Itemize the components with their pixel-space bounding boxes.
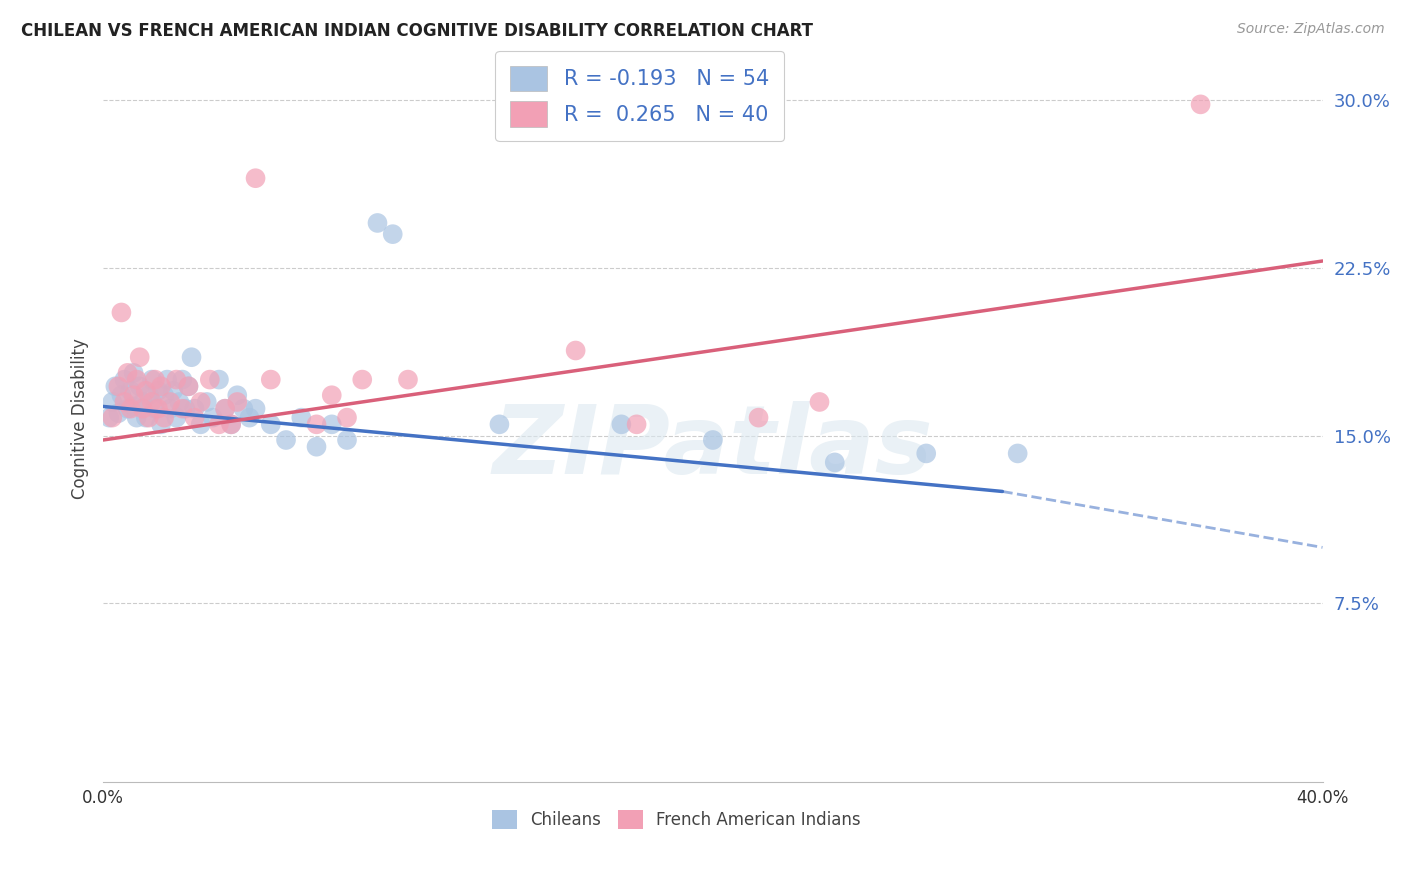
Point — [159, 401, 181, 416]
Point — [165, 410, 187, 425]
Point — [172, 401, 194, 416]
Point — [159, 395, 181, 409]
Text: CHILEAN VS FRENCH AMERICAN INDIAN COGNITIVE DISABILITY CORRELATION CHART: CHILEAN VS FRENCH AMERICAN INDIAN COGNIT… — [21, 22, 813, 40]
Point — [245, 401, 267, 416]
Point — [208, 373, 231, 387]
Point — [146, 401, 169, 416]
Point — [808, 395, 831, 409]
Point — [190, 395, 212, 409]
Point — [626, 417, 648, 432]
Point — [366, 216, 388, 230]
Point — [180, 350, 202, 364]
Point — [138, 388, 160, 402]
Point — [274, 433, 297, 447]
Point — [352, 373, 374, 387]
Point — [321, 417, 343, 432]
Point — [138, 410, 160, 425]
Point — [146, 384, 169, 398]
Point — [195, 395, 218, 409]
Point — [208, 417, 231, 432]
Y-axis label: Cognitive Disability: Cognitive Disability — [72, 338, 89, 500]
Legend: Chileans, French American Indians: Chileans, French American Indians — [485, 804, 868, 836]
Point — [198, 373, 221, 387]
Text: ZIPatlas: ZIPatlas — [492, 401, 934, 494]
Point — [122, 388, 145, 402]
Point — [260, 417, 283, 432]
Point — [381, 227, 404, 241]
Point — [172, 373, 194, 387]
Point — [122, 400, 145, 414]
Point — [245, 171, 267, 186]
Point — [238, 410, 260, 425]
Point — [120, 384, 142, 398]
Point — [117, 401, 139, 416]
Point — [174, 401, 197, 416]
Point — [117, 366, 139, 380]
Point — [150, 379, 173, 393]
Point — [150, 417, 173, 432]
Point — [336, 410, 359, 425]
Point — [564, 343, 586, 358]
Point — [135, 384, 157, 398]
Point — [214, 401, 236, 416]
Point — [702, 433, 724, 447]
Point — [488, 417, 510, 432]
Point — [1007, 446, 1029, 460]
Point — [226, 388, 249, 402]
Point — [232, 401, 254, 416]
Point — [128, 350, 150, 364]
Point — [219, 417, 242, 432]
Point — [748, 410, 770, 425]
Point — [125, 373, 148, 387]
Point — [156, 373, 179, 387]
Point — [141, 373, 163, 387]
Point — [135, 410, 157, 425]
Point — [101, 395, 124, 409]
Point — [107, 379, 129, 393]
Point — [610, 417, 633, 432]
Point — [305, 440, 328, 454]
Point — [98, 410, 121, 425]
Point — [125, 410, 148, 425]
Point — [162, 384, 184, 398]
Point — [143, 401, 166, 416]
Point — [128, 379, 150, 393]
Point — [122, 366, 145, 380]
Point — [107, 406, 129, 420]
Point — [214, 401, 236, 416]
Point — [132, 401, 155, 416]
Point — [120, 401, 142, 416]
Point — [290, 410, 312, 425]
Point — [824, 455, 846, 469]
Point — [219, 417, 242, 432]
Point — [165, 373, 187, 387]
Point — [153, 388, 176, 402]
Point — [305, 417, 328, 432]
Point — [114, 373, 136, 387]
Point — [201, 410, 224, 425]
Point — [104, 379, 127, 393]
Point — [396, 373, 419, 387]
Point — [153, 410, 176, 425]
Point — [1189, 97, 1212, 112]
Point — [260, 373, 283, 387]
Point — [169, 395, 191, 409]
Point — [132, 395, 155, 409]
Point — [101, 410, 124, 425]
Point — [177, 379, 200, 393]
Point — [915, 446, 938, 460]
Point — [336, 433, 359, 447]
Point — [141, 395, 163, 409]
Point — [114, 395, 136, 409]
Point — [110, 388, 132, 402]
Point — [183, 401, 205, 416]
Text: Source: ZipAtlas.com: Source: ZipAtlas.com — [1237, 22, 1385, 37]
Point — [183, 410, 205, 425]
Point — [177, 379, 200, 393]
Point — [226, 395, 249, 409]
Point — [321, 388, 343, 402]
Point — [143, 373, 166, 387]
Point — [190, 417, 212, 432]
Point — [110, 305, 132, 319]
